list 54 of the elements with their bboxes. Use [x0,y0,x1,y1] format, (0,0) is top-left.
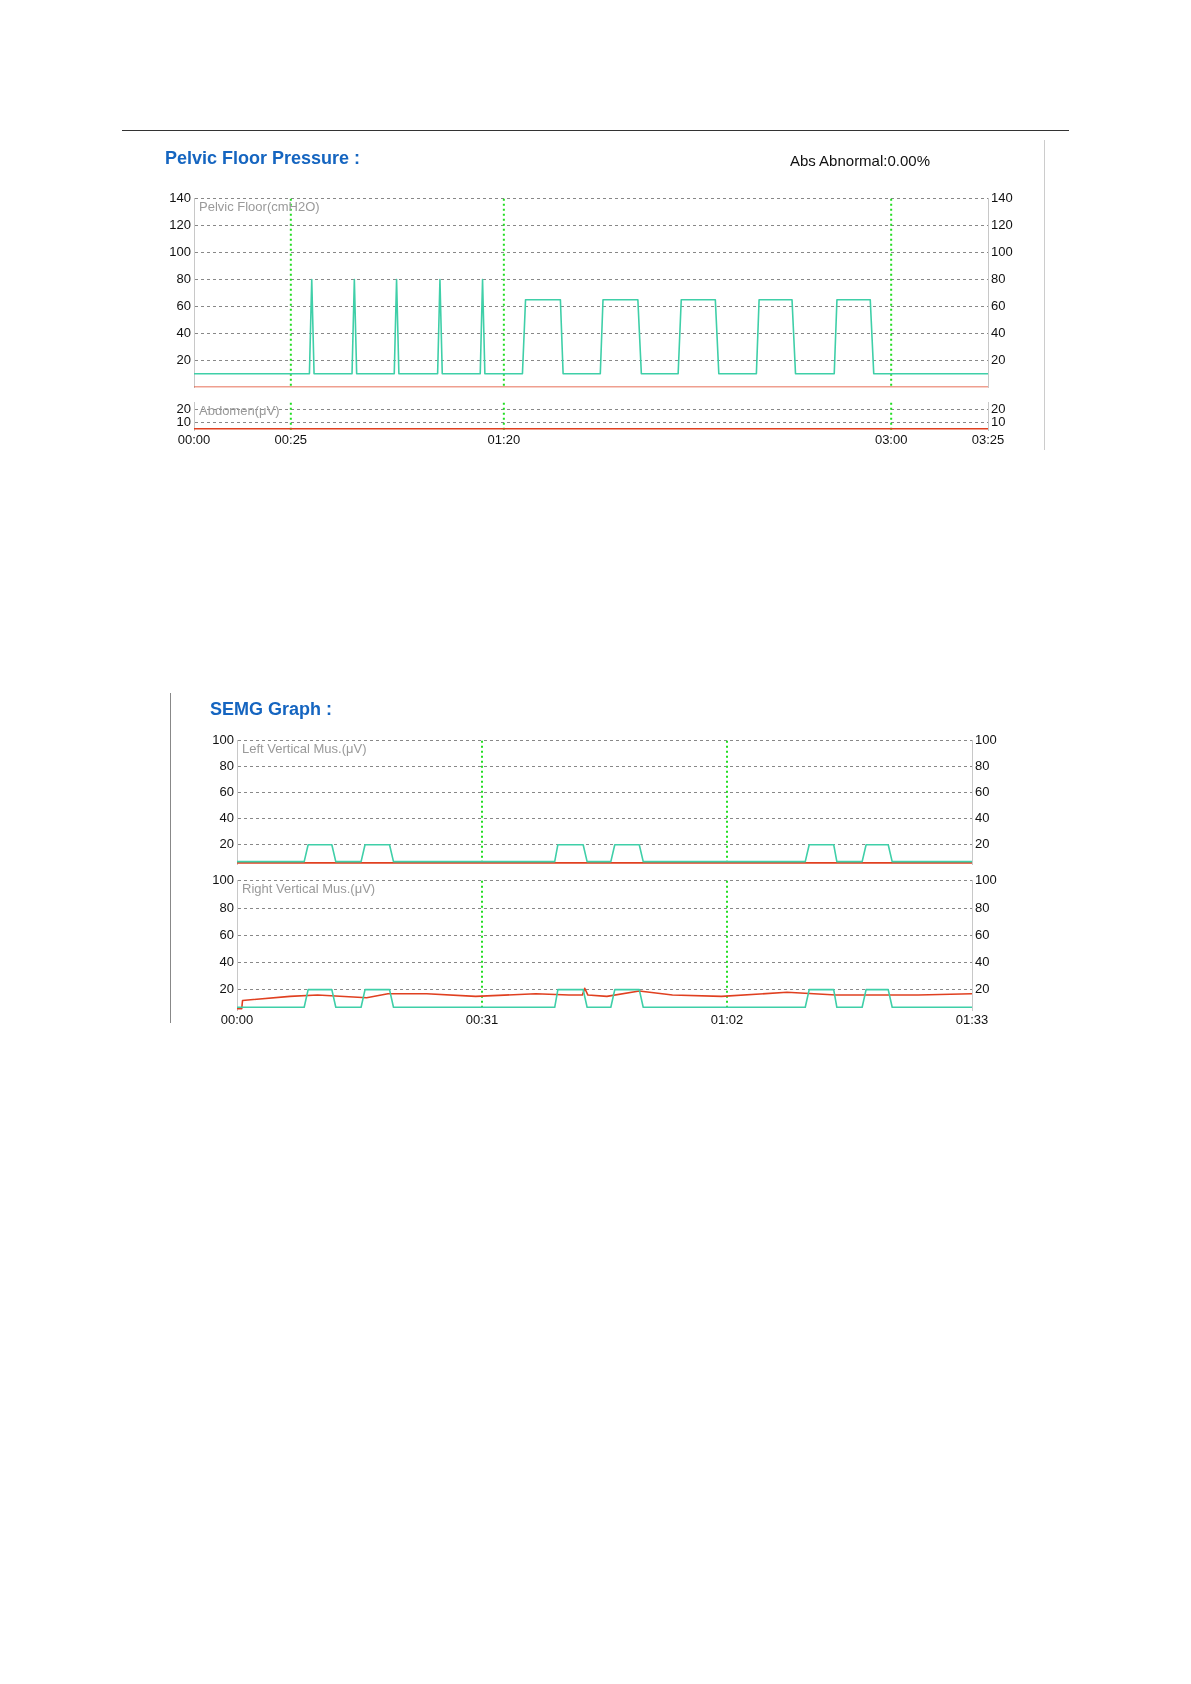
y2-tick-label: 40 [975,810,990,826]
y-tick-label: 120 [169,217,191,233]
y-tick-label: 140 [169,190,191,206]
y-tick-label: 20 [219,836,234,852]
x-tick-label: 03:00 [874,432,908,448]
y2-tick-label: 40 [975,953,990,969]
y2-tick-label: 100 [975,732,997,748]
y2-tick-label: 20 [975,981,990,997]
y-axis-title: Right Vertical Mus.(μV) [242,880,376,896]
y-axis-title: Left Vertical Mus.(μV) [242,740,367,756]
y-tick-label: 80 [219,758,234,774]
y2-tick-label: 20 [975,836,990,852]
y2-tick-label: 20 [991,351,1006,367]
x-tick-label: 00:31 [465,1012,499,1028]
y2-tick-label: 20 [991,400,1006,416]
text: Abs Abnormal:0.00% [789,152,930,169]
y-tick-label: 40 [176,324,191,340]
y2-tick-label: 60 [991,298,1006,314]
y-tick-label: 60 [176,298,191,314]
y2-tick-label: 100 [975,872,997,888]
y-tick-label: 20 [176,400,191,416]
y-tick-label: 60 [219,926,234,942]
y2-tick-label: 40 [991,324,1006,340]
y-tick-label: 80 [219,899,234,915]
y2-tick-label: 140 [991,190,1013,206]
x-tick-label: 01:02 [710,1012,744,1028]
y-tick-label: 80 [176,271,191,287]
x-tick-label: 01:33 [955,1012,989,1028]
y-axis-title: Pelvic Floor(cmH2O) [199,198,320,214]
x-tick-label: 03:25 [971,432,1005,448]
y-tick-label: 40 [219,953,234,969]
x-tick-label: 00:00 [220,1012,254,1028]
y-tick-label: 100 [212,732,234,748]
y-tick-label: 100 [169,244,191,260]
y-tick-label: 40 [219,810,234,826]
y2-tick-label: 60 [975,784,990,800]
y-tick-label: 100 [212,872,234,888]
y2-tick-label: 10 [991,413,1006,429]
y2-tick-label: 80 [975,758,990,774]
y-tick-label: 20 [176,351,191,367]
x-tick-label: 00:00 [177,432,211,448]
x-tick-label: 00:25 [274,432,308,448]
y-tick-label: 60 [219,784,234,800]
y-tick-label: 10 [176,413,191,429]
x-tick-label: 01:20 [487,432,521,448]
y-tick-label: 20 [219,981,234,997]
chart-title: Pelvic Floor Pressure : [165,148,361,169]
y2-tick-label: 100 [991,244,1013,260]
y-axis-title: Abdomen(μV) [199,402,280,418]
y2-tick-label: 60 [975,926,990,942]
y2-tick-label: 80 [975,899,990,915]
y2-tick-label: 80 [991,271,1006,287]
y2-tick-label: 120 [991,217,1013,233]
chart-title: SEMG Graph : [210,699,333,720]
